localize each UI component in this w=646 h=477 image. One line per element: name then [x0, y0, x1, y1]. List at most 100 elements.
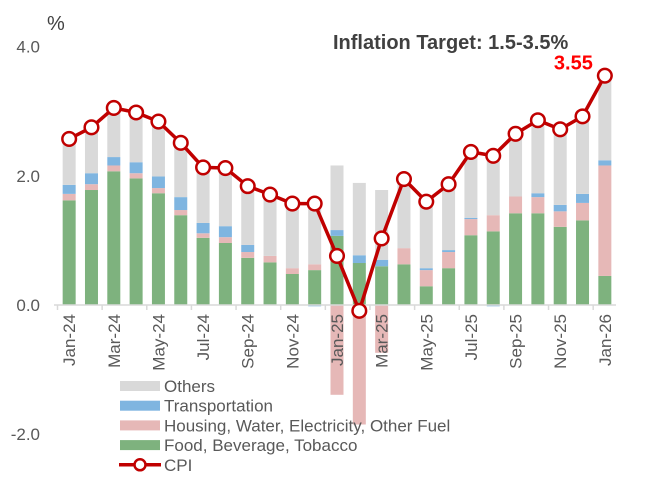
- cpi-point-mar-24: [105, 99, 122, 117]
- x-tick-label: May-25: [417, 314, 436, 371]
- bar-housing-water-electricity-other-fuel-aug-25: [486, 215, 500, 232]
- cpi-latest-value-label: 3.55: [554, 53, 593, 75]
- bar-food-beverage-tobacco-oct-24: [263, 262, 277, 305]
- x-tick-label: Nov-25: [551, 314, 570, 369]
- bar-transportation-jun-25: [442, 250, 456, 253]
- bar-food-beverage-tobacco-mar-25: [375, 266, 389, 305]
- bar-housing-water-electricity-other-fuel-jan-24: [62, 193, 76, 201]
- legend-item-transportation: Transportation: [120, 397, 273, 416]
- bar-housing-water-electricity-other-fuel-apr-24: [129, 173, 143, 179]
- bar-food-beverage-tobacco-aug-24: [218, 242, 232, 305]
- bar-food-beverage-tobacco-nov-24: [285, 273, 299, 305]
- x-tick-label: May-24: [149, 314, 168, 371]
- legend-swatch: [120, 420, 160, 431]
- legend-item-others: Others: [120, 377, 215, 396]
- bar-food-beverage-tobacco-aug-25: [486, 231, 500, 305]
- bar-others-jan-25: [330, 165, 344, 231]
- bar-housing-water-electricity-other-fuel-aug-24: [218, 237, 232, 243]
- bar-food-beverage-tobacco-nov-25: [553, 226, 567, 305]
- bar-food-beverage-tobacco-sep-24: [241, 257, 255, 305]
- legend-swatch: [120, 381, 160, 391]
- bar-housing-water-electricity-other-fuel-dec-24: [308, 264, 322, 271]
- bar-housing-water-electricity-other-fuel-oct-25: [531, 197, 545, 214]
- x-tick-label: Jul-24: [194, 314, 213, 360]
- legend-label: Transportation: [164, 397, 273, 416]
- x-tick-label: Jan-26: [596, 314, 615, 366]
- y-tick-label: 2.0: [16, 167, 40, 186]
- bar-others-apr-24: [129, 113, 143, 163]
- bar-housing-water-electricity-other-fuel-jun-25: [442, 252, 456, 269]
- bar-transportation-feb-25: [352, 255, 366, 264]
- cpi-point-jul-24: [195, 159, 212, 176]
- cpi-point-sep-24: [239, 178, 256, 195]
- bar-housing-water-electricity-other-fuel-may-24: [151, 188, 165, 194]
- x-tick-label: Nov-24: [283, 314, 302, 369]
- cpi-point-apr-25: [395, 170, 413, 188]
- cpi-point-dec-24: [306, 195, 323, 212]
- bar-food-beverage-tobacco-may-25: [419, 286, 433, 305]
- bar-others-jun-25: [442, 185, 456, 251]
- bar-food-beverage-tobacco-jan-26: [598, 275, 612, 305]
- legend-label: Housing, Water, Electricity, Other Fuel: [164, 416, 450, 435]
- legend-swatch: [120, 400, 160, 411]
- bar-others-jun-24: [174, 144, 188, 198]
- bar-food-beverage-tobacco-apr-24: [129, 178, 143, 305]
- bar-housing-water-electricity-other-fuel-jul-25: [464, 219, 478, 236]
- bar-transportation-dec-25: [576, 193, 590, 203]
- bar-transportation-may-25: [419, 268, 433, 271]
- bar-housing-water-electricity-other-fuel-apr-25: [397, 248, 411, 265]
- bar-housing-water-electricity-other-fuel-nov-24: [285, 268, 299, 274]
- bar-housing-water-electricity-other-fuel-oct-24: [263, 255, 277, 263]
- bar-housing-water-electricity-other-fuel-nov-25: [553, 211, 567, 227]
- bar-transportation-mar-24: [107, 157, 121, 166]
- legend-item-food-beverage-tobacco: Food, Beverage, Tobacco: [120, 436, 357, 455]
- bar-others-nov-25: [553, 131, 567, 205]
- bar-others-mar-24: [107, 109, 121, 158]
- bar-transportation-jan-24: [62, 184, 76, 194]
- annotations: 3.55: [554, 53, 593, 75]
- bar-transportation-feb-24: [84, 173, 98, 185]
- bar-food-beverage-tobacco-jul-24: [196, 237, 210, 305]
- cpi-point-mar-25: [373, 230, 390, 247]
- bar-housing-water-electricity-other-fuel-jul-24: [196, 233, 210, 238]
- chart-title: Inflation Target: 1.5-3.5%: [333, 32, 568, 54]
- bar-food-beverage-tobacco-mar-24: [107, 171, 121, 305]
- bar-food-beverage-tobacco-jul-25: [464, 235, 478, 305]
- bar-others-aug-24: [218, 169, 232, 227]
- bar-transportation-jul-24: [196, 222, 210, 234]
- bar-others-aug-25: [486, 155, 500, 216]
- bar-others-oct-25: [531, 122, 545, 194]
- bar-transportation-jan-25: [330, 230, 344, 236]
- cpi-point-aug-24: [217, 159, 234, 177]
- bar-transportation-apr-24: [129, 162, 143, 174]
- bar-transportation-oct-25: [531, 193, 545, 198]
- y-tick-label: -2.0: [11, 425, 40, 444]
- cpi-point-oct-25: [529, 112, 546, 129]
- bar-food-beverage-tobacco-sep-25: [509, 213, 523, 305]
- cpi-point-jun-24: [172, 134, 189, 151]
- cpi-point-aug-25: [485, 147, 502, 164]
- bar-food-beverage-tobacco-dec-24: [308, 270, 322, 305]
- bar-others-may-24: [151, 123, 165, 177]
- x-tick-label: Jan-25: [328, 314, 347, 366]
- bar-transportation-jun-24: [174, 197, 188, 211]
- y-axis-unit-label: %: [47, 13, 65, 35]
- bar-others-jul-25: [464, 153, 478, 218]
- legend-label: Food, Beverage, Tobacco: [164, 436, 357, 455]
- bar-housing-water-electricity-other-fuel-may-25: [419, 270, 433, 287]
- cpi-point-jan-25: [328, 247, 346, 264]
- bar-transportation-may-24: [151, 176, 165, 189]
- cpi-point-jan-24: [61, 130, 78, 148]
- bar-housing-water-electricity-other-fuel-feb-24: [84, 184, 98, 191]
- cpi-point-jan-26: [596, 67, 613, 84]
- bar-housing-water-electricity-other-fuel-jun-24: [174, 210, 188, 216]
- cpi-point-nov-24: [284, 195, 301, 212]
- bar-others-sep-24: [241, 187, 255, 245]
- bar-food-beverage-tobacco-oct-25: [531, 213, 545, 305]
- cpi-point-apr-24: [128, 104, 145, 121]
- cpi-line-series: [61, 67, 613, 319]
- bar-transportation-jul-25: [464, 217, 478, 220]
- bar-others-dec-24: [308, 202, 322, 265]
- bar-transportation-aug-24: [218, 226, 232, 238]
